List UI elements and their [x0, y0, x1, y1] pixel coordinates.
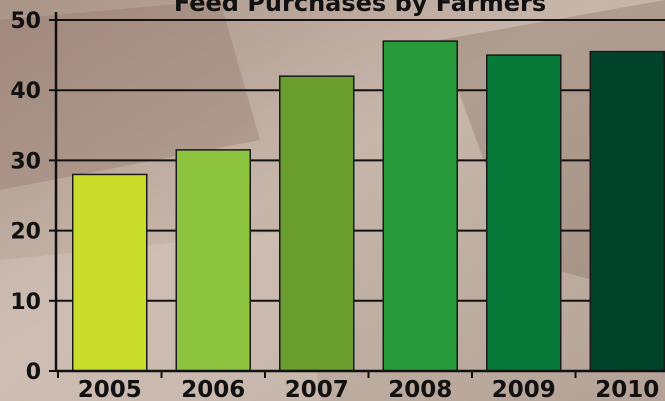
x-tick-label: 2006 [181, 377, 245, 401]
y-tick-label: 0 [26, 360, 41, 385]
x-tick-labels: 2005 2006 2007 2008 2009 2010 [78, 377, 660, 401]
x-tick-label: 2005 [78, 377, 142, 401]
y-tick-label: 20 [10, 220, 41, 245]
axes [49, 12, 665, 378]
x-tick-label: 2008 [388, 377, 452, 401]
bar-2006 [175, 149, 251, 372]
y-tick-labels: 0 10 20 30 40 50 [10, 9, 41, 385]
y-tick-label: 40 [10, 79, 41, 104]
bar-2009 [486, 54, 562, 372]
chart-title: Feed Purchases by Farmers [174, 0, 546, 17]
y-tick-label: 50 [10, 9, 41, 34]
x-tick-label: 2009 [492, 377, 556, 401]
bars [72, 40, 665, 372]
bar-2008 [382, 40, 458, 372]
x-tick-label: 2010 [595, 377, 659, 401]
bar-2007 [279, 75, 355, 372]
x-tick-label: 2007 [285, 377, 349, 401]
y-tick-label: 30 [10, 149, 41, 174]
bar-2010 [589, 50, 665, 372]
bar-2005 [72, 173, 148, 372]
y-tick-label: 10 [10, 290, 41, 315]
gridlines [56, 19, 665, 302]
